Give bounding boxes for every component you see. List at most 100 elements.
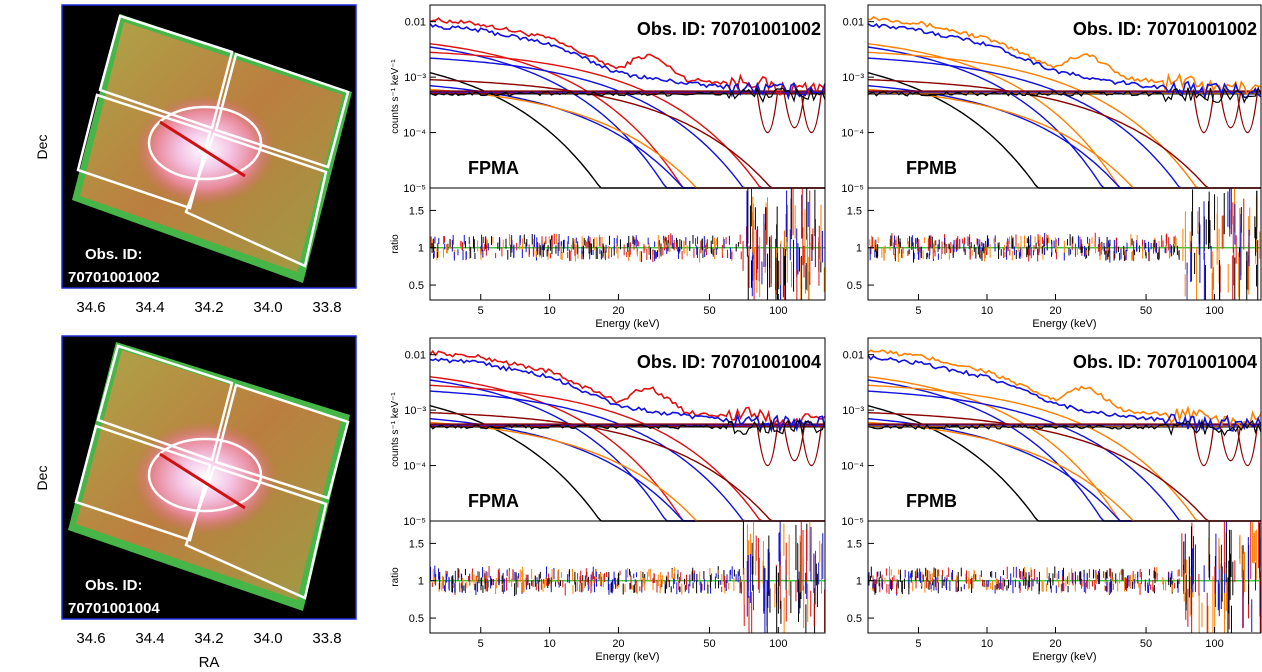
spectrum-panels: 0.01 10⁻³ 10⁻⁴ 10⁻⁵ 1.5 1 0.5 5 10 20 50 100 Energy … (390, 4, 1262, 663)
energy-tick-label: 5 (915, 638, 921, 650)
counts-tick-label: 10⁻⁵ (841, 516, 864, 528)
bg-line-feature-1 (756, 93, 778, 133)
spectrum-panel-3: 0.01 10⁻³ 10⁻⁴ 10⁻⁵ 1.5 1 0.5 5 10 20 50 100 Energy … (390, 337, 826, 663)
obs-label-1: Obs. ID: (85, 246, 143, 263)
ratio-tick-label: 0.5 (409, 613, 424, 625)
bg-line-feature-2 (783, 426, 805, 462)
energy-tick-label: 20 (612, 638, 624, 650)
energy-axis-label: Energy (keV) (1032, 651, 1096, 663)
bg-line-feature-1 (1193, 426, 1215, 466)
module-label: FPMA (468, 491, 519, 511)
detector-boxes (74, 344, 350, 600)
energy-tick-label: 10 (981, 305, 993, 317)
spectrum-panel-4: 0.01 10⁻³ 10⁻⁴ 10⁻⁵ 1.5 1 0.5 5 10 20 50 100 Energy … (841, 337, 1262, 663)
energy-tick-label: 5 (915, 305, 921, 317)
dec-ticks-1: 70.7 70.6 70.5 (63, 52, 80, 247)
ratio-frame (867, 187, 1262, 301)
model-component-6 (430, 79, 825, 189)
data-series-orange (868, 349, 1261, 429)
data-series-blue (430, 23, 825, 101)
bg-line-feature-3 (800, 93, 822, 133)
energy-tick-label: 10 (543, 638, 555, 650)
ra-tick-label: 34.0 (253, 630, 282, 647)
plot-area (430, 17, 825, 300)
ra-tick-label: 34.0 (253, 299, 282, 316)
energy-tick-label: 50 (703, 638, 715, 650)
image-field (72, 14, 352, 283)
ratio-frame (429, 520, 826, 634)
energy-tick-label: 50 (703, 305, 715, 317)
ratio-tick-label: 0.5 (847, 280, 862, 292)
counts-tick-label: 10⁻³ (404, 405, 426, 417)
data-series-red (430, 17, 825, 98)
obs-id-1: 70701001002 (68, 269, 160, 286)
dec-tick-label: 70.5 (63, 549, 80, 578)
bg-line-feature-2 (1219, 93, 1241, 129)
bg-line-feature-3 (1236, 93, 1258, 133)
counts-tick-label: 10⁻⁵ (841, 183, 864, 195)
counts-tick-label: 0.01 (405, 17, 426, 29)
obs-label-2: Obs. ID: (85, 577, 143, 594)
module-label: FPMB (906, 158, 957, 178)
jet-line (159, 120, 246, 178)
model-component-6 (430, 412, 825, 522)
dec-axis-label-2: Dec (34, 466, 50, 491)
counts-tick-label: 10⁻⁴ (841, 128, 864, 140)
energy-axis-label: Energy (keV) (1032, 318, 1096, 330)
data-series-black (430, 86, 825, 104)
energy-tick-label: 50 (1140, 638, 1152, 650)
bg-line-feature-1 (756, 426, 778, 466)
ratio-axis-label: ratio (390, 234, 401, 254)
counts-tick-label: 0.01 (843, 350, 864, 362)
ra-tick-label: 34.6 (76, 299, 105, 316)
spectrum-panel-1: 0.01 10⁻³ 10⁻⁴ 10⁻⁵ 1.5 1 0.5 5 10 20 50 100 Energy … (390, 4, 826, 330)
image-panel-2: Obs. ID: 70701001004 Dec 34.6 34.4 34.2 34.… (34, 335, 357, 671)
counts-tick-label: 10⁻³ (842, 72, 864, 84)
ratio-frame (429, 187, 826, 301)
energy-tick-label: 10 (981, 638, 993, 650)
energy-tick-label: 100 (1205, 638, 1223, 650)
counts-axis-label: counts s⁻¹ keV⁻¹ (390, 392, 401, 467)
ratio-tick-label: 1 (418, 576, 424, 588)
energy-tick-label: 5 (478, 305, 484, 317)
data-series-black (430, 419, 825, 435)
dec-axis-label-1: Dec (34, 135, 50, 160)
detector-boxes (76, 14, 350, 268)
counts-axis-label: counts s⁻¹ keV⁻¹ (390, 59, 401, 134)
model-component-4 (868, 384, 1261, 522)
bg-line-feature-2 (783, 93, 805, 129)
bg-line-feature-3 (800, 426, 822, 466)
energy-tick-label: 10 (543, 305, 555, 317)
data-series-blue (868, 22, 1261, 101)
ra-ticks-1: 34.6 34.4 34.2 34.0 33.8 (76, 299, 341, 316)
energy-axis-label: Energy (keV) (595, 318, 659, 330)
ratio-tick-label: 0.5 (847, 613, 862, 625)
model-component-6 (868, 79, 1261, 189)
model-component-4 (430, 51, 825, 189)
spectrum-panel-2: 0.01 10⁻³ 10⁻⁴ 10⁻⁵ 1.5 1 0.5 5 10 20 50 100 Energy … (841, 4, 1262, 330)
ra-tick-label: 34.2 (194, 630, 223, 647)
data-series-black (868, 418, 1261, 437)
ratio-tick-label: 1.5 (409, 205, 424, 217)
energy-tick-label: 20 (1049, 305, 1061, 317)
ra-tick-label: 34.4 (135, 630, 164, 647)
ratio-tick-label: 0.5 (409, 280, 424, 292)
counts-tick-label: 10⁻⁵ (403, 183, 426, 195)
data-series-blue (430, 357, 825, 433)
counts-tick-label: 10⁻⁵ (403, 516, 426, 528)
model-component-4 (868, 51, 1261, 189)
ra-tick-label: 33.8 (312, 630, 341, 647)
data-series-red (430, 349, 825, 429)
model-component-4 (430, 384, 825, 522)
jet-line (159, 452, 246, 510)
image-field (68, 342, 350, 611)
panel-title: Obs. ID: 70701001002 (637, 19, 821, 39)
energy-tick-label: 20 (612, 305, 624, 317)
counts-tick-label: 10⁻⁴ (403, 461, 426, 473)
ratio-tick-label: 1 (856, 243, 862, 255)
module-label: FPMA (468, 158, 519, 178)
counts-tick-label: 10⁻³ (842, 405, 864, 417)
energy-tick-label: 100 (769, 305, 787, 317)
ra-axis-label: RA (199, 654, 220, 671)
